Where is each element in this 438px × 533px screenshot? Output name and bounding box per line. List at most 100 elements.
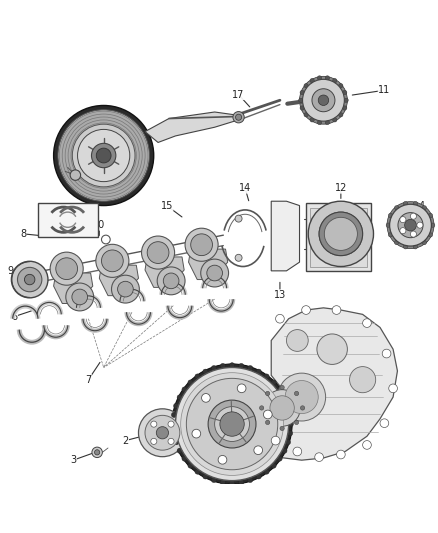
Circle shape	[410, 231, 417, 237]
Circle shape	[282, 448, 287, 454]
Circle shape	[25, 274, 35, 285]
Circle shape	[398, 213, 423, 238]
Circle shape	[339, 84, 343, 88]
Text: 9: 9	[7, 266, 13, 276]
Circle shape	[195, 469, 200, 474]
Circle shape	[254, 446, 262, 455]
Circle shape	[431, 223, 435, 228]
Circle shape	[413, 245, 417, 249]
Circle shape	[332, 78, 337, 83]
Circle shape	[277, 387, 282, 392]
Circle shape	[308, 201, 374, 266]
Circle shape	[285, 381, 318, 414]
Circle shape	[422, 206, 427, 210]
Circle shape	[300, 106, 304, 110]
Polygon shape	[306, 204, 371, 271]
Text: 6: 6	[11, 312, 18, 321]
Circle shape	[163, 273, 179, 289]
Circle shape	[230, 480, 235, 486]
Circle shape	[413, 201, 417, 206]
Circle shape	[71, 123, 136, 188]
Circle shape	[310, 118, 314, 122]
Circle shape	[138, 409, 186, 457]
Circle shape	[58, 110, 149, 201]
Polygon shape	[311, 208, 367, 266]
Circle shape	[325, 120, 329, 125]
Circle shape	[18, 268, 42, 292]
Text: 17: 17	[233, 90, 245, 100]
Circle shape	[207, 265, 223, 281]
Circle shape	[208, 400, 256, 448]
Circle shape	[319, 212, 363, 256]
Circle shape	[271, 436, 280, 445]
Circle shape	[339, 112, 343, 117]
Circle shape	[405, 219, 417, 231]
Circle shape	[236, 114, 242, 120]
Circle shape	[215, 407, 250, 441]
Circle shape	[264, 374, 269, 379]
Circle shape	[264, 469, 269, 474]
Polygon shape	[188, 249, 228, 279]
Circle shape	[235, 215, 242, 222]
Circle shape	[56, 258, 78, 279]
Circle shape	[286, 329, 308, 351]
Circle shape	[176, 367, 289, 481]
Polygon shape	[271, 201, 300, 271]
Text: 10: 10	[93, 220, 106, 230]
Circle shape	[382, 349, 391, 358]
Circle shape	[380, 419, 389, 427]
Circle shape	[247, 366, 253, 371]
Circle shape	[350, 367, 376, 393]
Circle shape	[157, 267, 185, 295]
Circle shape	[400, 216, 406, 223]
Circle shape	[117, 281, 133, 297]
Circle shape	[62, 114, 145, 197]
Circle shape	[230, 362, 235, 368]
Circle shape	[203, 474, 208, 479]
Circle shape	[343, 106, 347, 110]
Circle shape	[277, 456, 282, 461]
Circle shape	[282, 395, 287, 400]
Circle shape	[294, 391, 299, 395]
Circle shape	[300, 406, 305, 410]
Circle shape	[95, 450, 100, 455]
Circle shape	[390, 204, 431, 246]
Circle shape	[422, 240, 427, 245]
Circle shape	[287, 412, 293, 417]
Circle shape	[247, 478, 253, 482]
Circle shape	[65, 117, 142, 194]
Circle shape	[50, 252, 83, 285]
Polygon shape	[145, 257, 184, 287]
Circle shape	[182, 387, 187, 392]
Circle shape	[265, 420, 270, 425]
Circle shape	[201, 259, 229, 287]
Circle shape	[220, 480, 226, 484]
Circle shape	[192, 429, 201, 438]
Circle shape	[201, 393, 210, 402]
Circle shape	[151, 438, 157, 445]
Circle shape	[264, 390, 300, 426]
Circle shape	[310, 78, 314, 83]
Circle shape	[265, 391, 270, 395]
Circle shape	[177, 448, 182, 454]
Circle shape	[332, 118, 337, 122]
Text: 12: 12	[335, 183, 347, 193]
Circle shape	[317, 334, 347, 365]
Circle shape	[78, 130, 130, 182]
Text: 14: 14	[239, 183, 251, 193]
Circle shape	[299, 98, 303, 102]
Text: 15: 15	[161, 200, 173, 211]
Circle shape	[300, 90, 304, 95]
Circle shape	[235, 254, 242, 261]
Circle shape	[239, 364, 244, 369]
Circle shape	[145, 415, 180, 450]
Circle shape	[302, 305, 311, 314]
Polygon shape	[145, 112, 243, 142]
Circle shape	[171, 431, 177, 436]
Circle shape	[173, 440, 179, 445]
Circle shape	[343, 90, 347, 95]
Circle shape	[211, 478, 216, 482]
Text: 4: 4	[418, 200, 424, 211]
Circle shape	[168, 438, 174, 445]
Circle shape	[151, 421, 157, 427]
